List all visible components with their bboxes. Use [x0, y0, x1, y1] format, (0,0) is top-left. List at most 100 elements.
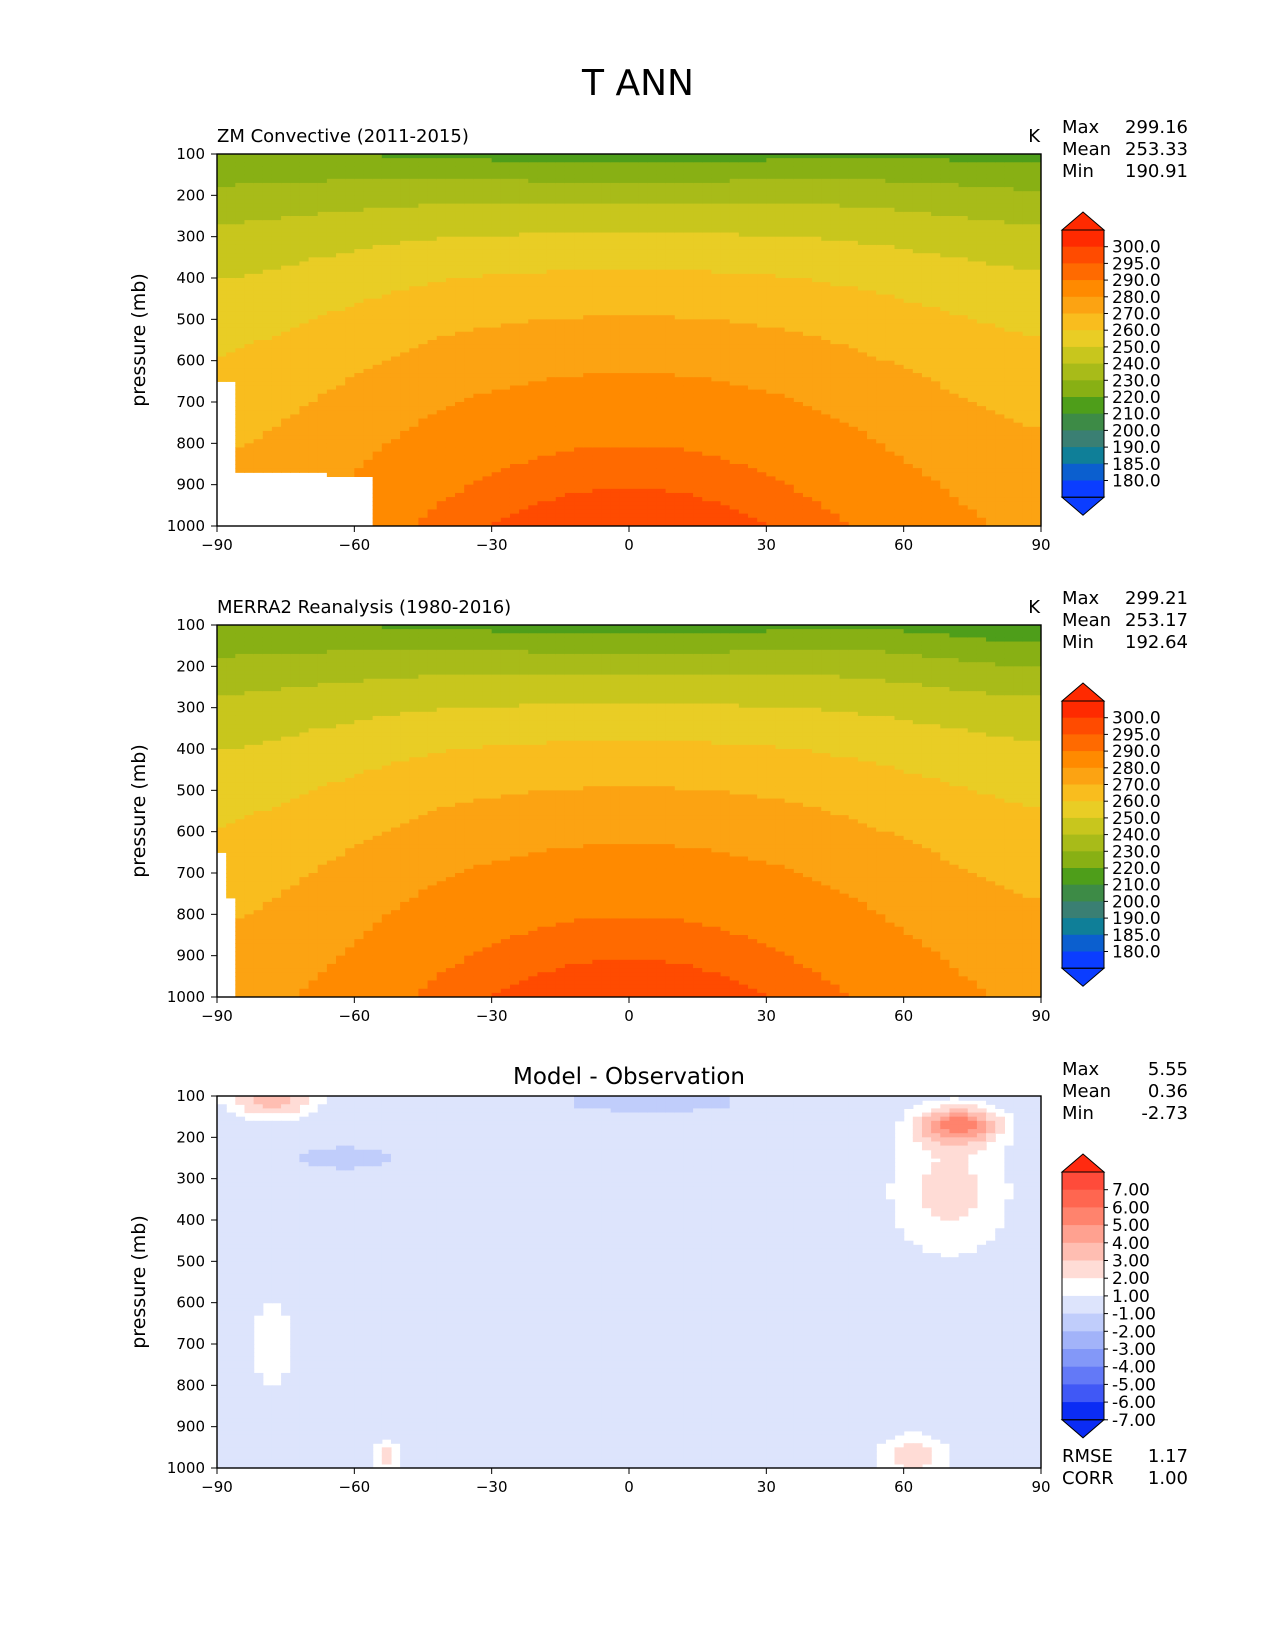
field-cell [629, 381, 639, 387]
field-cell [235, 323, 246, 329]
field-cell [482, 249, 493, 254]
field-cell [729, 451, 740, 457]
field-cell [326, 364, 337, 370]
field-cell [244, 244, 255, 250]
field-cell [244, 178, 255, 184]
field-cell [299, 389, 310, 395]
field-cell [509, 199, 520, 205]
field-cell [409, 199, 420, 205]
field-cell [491, 191, 502, 196]
field-cell [537, 447, 548, 453]
field-cell [253, 220, 264, 225]
field-cell [390, 224, 401, 229]
field-cell [519, 298, 529, 304]
field-cell [583, 211, 593, 217]
field-cell [281, 435, 291, 440]
field-cell [491, 492, 502, 498]
field-cell [702, 236, 712, 242]
field-cell [610, 430, 621, 436]
field-cell [418, 439, 429, 444]
field-cell [317, 282, 328, 287]
field-cell [244, 207, 255, 213]
field-cell [445, 402, 456, 407]
field-cell [564, 319, 575, 325]
field-cell [500, 278, 511, 283]
field-cell [281, 364, 291, 370]
field-cell [390, 174, 401, 180]
field-cell [546, 364, 557, 370]
field-cell [674, 414, 685, 420]
field-cell [418, 385, 429, 391]
field-cell [427, 348, 438, 353]
field-cell [445, 513, 456, 519]
field-cell [473, 269, 484, 275]
field-cell [271, 166, 282, 172]
field-cell [390, 464, 401, 469]
field-cell [592, 182, 603, 188]
field-cell [427, 509, 438, 515]
field-cell [281, 298, 291, 304]
field-cell [711, 207, 722, 213]
field-cell [500, 166, 511, 172]
field-cell [711, 187, 722, 192]
field-cell [363, 162, 374, 167]
field-cell [299, 187, 310, 192]
field-cell [702, 368, 712, 374]
field-cell [738, 302, 749, 308]
field-cell [619, 422, 630, 428]
field-cell [436, 509, 447, 515]
field-cell [665, 406, 676, 411]
field-cell [500, 468, 511, 473]
field-cell [271, 430, 282, 436]
field-cell [702, 484, 712, 490]
field-cell [455, 509, 465, 515]
field-cell [738, 381, 749, 387]
field-cell [326, 236, 337, 242]
field-cell [564, 389, 575, 395]
field-cell [354, 302, 365, 308]
field-cell [647, 323, 658, 329]
field-cell [281, 377, 291, 382]
field-cell [427, 402, 438, 407]
field-cell [546, 484, 557, 490]
field-cell [381, 187, 392, 192]
field-cell [455, 195, 465, 201]
field-cell [564, 195, 575, 201]
field-cell [720, 224, 731, 229]
field-cell [455, 426, 465, 432]
field-cell [244, 385, 255, 391]
field-cell [509, 207, 520, 213]
field-cell [381, 170, 392, 176]
field-cell [409, 211, 420, 217]
field-cell [528, 174, 539, 180]
field-cell [235, 418, 246, 424]
field-cell [638, 162, 648, 167]
field-cell [519, 402, 529, 407]
field-cell [738, 435, 749, 440]
field-cell [509, 468, 520, 473]
field-cell [500, 410, 511, 415]
field-cell [693, 154, 703, 159]
field-cell [711, 451, 722, 457]
field-cell [381, 422, 392, 428]
field-cell [482, 327, 493, 333]
field-cell [629, 294, 639, 300]
field-cell [427, 393, 438, 399]
field-cell [427, 422, 438, 428]
field-cell [702, 340, 712, 345]
field-cell [345, 443, 355, 449]
field-cell [226, 207, 236, 213]
field-cell [702, 224, 712, 229]
field-cell [656, 377, 667, 382]
field-cell [702, 492, 712, 498]
field-cell [400, 484, 410, 490]
field-cell [427, 236, 438, 242]
field-cell [308, 158, 319, 163]
field-cell [720, 216, 731, 221]
field-cell [509, 315, 520, 320]
field-cell [702, 447, 712, 453]
field-cell [281, 228, 291, 234]
field-cell [555, 509, 566, 515]
field-cell [372, 410, 383, 415]
field-cell [610, 323, 621, 329]
